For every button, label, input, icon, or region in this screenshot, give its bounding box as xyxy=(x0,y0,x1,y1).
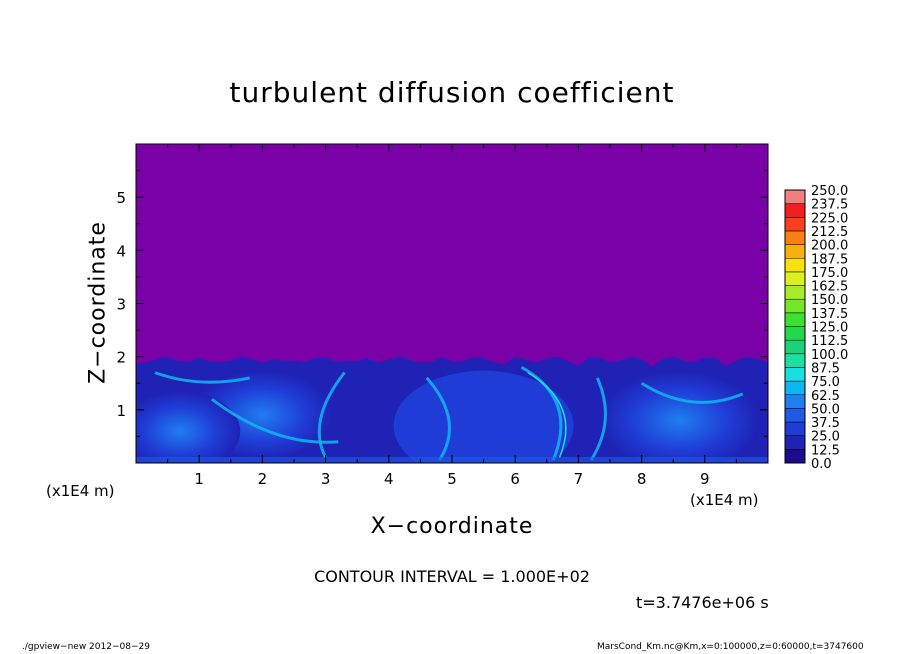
x-tick-label: 3 xyxy=(321,470,331,488)
colorbar-swatch xyxy=(784,367,806,382)
y-tick-label: 5 xyxy=(116,189,126,207)
colorbar-label: 50.0 xyxy=(811,402,840,417)
colorbar-label: 100.0 xyxy=(811,348,848,363)
colorbar-swatch xyxy=(784,435,806,450)
colorbar-label: 87.5 xyxy=(811,361,840,376)
x-tick-label: 6 xyxy=(510,470,520,488)
colorbar-swatch xyxy=(784,394,806,409)
turbulent-streak xyxy=(589,377,607,462)
y-tick-label: 1 xyxy=(116,402,126,420)
colorbar-label: 225.0 xyxy=(811,211,848,226)
x-tick-label: 5 xyxy=(447,470,457,488)
colorbar-swatch xyxy=(784,230,806,245)
colorbar-label: 0.0 xyxy=(811,457,832,472)
x-unit-label: (x1E4 m) xyxy=(690,491,759,509)
turbulent-streak xyxy=(317,371,346,459)
colorbar-swatch xyxy=(784,189,806,204)
colorbar-swatch xyxy=(784,203,806,218)
colorbar-label: 250.0 xyxy=(811,184,848,199)
colorbar-swatch xyxy=(784,380,806,396)
heatmap-field xyxy=(136,144,768,463)
turbulent-structures xyxy=(136,365,768,463)
x-axis-label: X−coordinate xyxy=(370,514,534,539)
colorbar-swatch xyxy=(784,285,806,300)
eddy xyxy=(136,391,241,463)
eddy xyxy=(599,370,760,463)
colorbar-label: 187.5 xyxy=(811,252,848,267)
colorbar-border xyxy=(784,189,806,464)
footer-left: ./gpview−new 2012−08−29 xyxy=(22,642,150,652)
colorbar-label: 175.0 xyxy=(811,266,848,281)
z-unit-label: (x1E4 m) xyxy=(46,482,115,500)
colorbar: 0.012.525.037.550.062.575.087.5100.0112.… xyxy=(784,184,848,472)
colorbar-swatch xyxy=(784,449,806,464)
colorbar-label: 237.5 xyxy=(811,198,848,213)
colorbar-swatch xyxy=(784,217,806,232)
colorbar-label: 37.5 xyxy=(811,416,840,431)
colorbar-label: 200.0 xyxy=(811,239,848,254)
colorbar-label: 212.5 xyxy=(811,225,848,240)
colorbar-label: 12.5 xyxy=(811,443,840,458)
colorbar-label: 75.0 xyxy=(811,375,840,390)
colorbar-swatch xyxy=(784,298,806,314)
turbulent-streak xyxy=(154,371,251,384)
colorbar-label: 25.0 xyxy=(811,430,840,445)
chart-title: turbulent diffusion coefficient xyxy=(229,76,675,109)
y-tick-label: 4 xyxy=(116,242,126,260)
contour-interval-label: CONTOUR INTERVAL = 1.000E+02 xyxy=(314,567,590,586)
turbulent-streak xyxy=(425,376,451,462)
x-tick-label: 2 xyxy=(258,470,268,488)
x-tick-label: 8 xyxy=(637,470,647,488)
x-tick-label: 9 xyxy=(700,470,710,488)
colorbar-swatch xyxy=(784,244,806,259)
x-tick-label: 7 xyxy=(574,470,584,488)
colorbar-label: 150.0 xyxy=(811,293,848,308)
colorbar-label: 125.0 xyxy=(811,321,848,336)
colorbar-label: 112.5 xyxy=(811,334,848,349)
y-tick-label: 2 xyxy=(116,349,126,367)
y-tick-label: 3 xyxy=(116,296,126,314)
turbulent-streak xyxy=(640,381,744,404)
turbulent-streak xyxy=(210,398,339,444)
colorbar-swatch xyxy=(784,312,806,327)
colorbar-label: 162.5 xyxy=(811,280,848,295)
colorbar-label: 137.5 xyxy=(811,307,848,322)
colorbar-swatch xyxy=(784,339,806,355)
colorbar-swatch xyxy=(784,326,806,341)
colorbar-swatch xyxy=(784,353,806,368)
x-tick-label: 1 xyxy=(194,470,204,488)
axis-ticks: 1 2 3 4 5 6 7 8 9 1 2 3 4 5 xyxy=(116,144,768,488)
colorbar-label: 62.5 xyxy=(811,389,840,404)
turbulent-streak xyxy=(520,365,563,461)
turbulent-streak xyxy=(527,371,567,458)
colorbar-swatch xyxy=(784,408,806,423)
y-axis-label: Z−coordinate xyxy=(85,221,111,384)
colorbar-swatch xyxy=(784,271,806,286)
x-tick-label: 4 xyxy=(384,470,394,488)
eddy xyxy=(393,370,574,463)
footer-right: MarsCond_Km.nc@Km,x=0:100000,z=0:60000,t… xyxy=(597,642,864,652)
colorbar-swatch xyxy=(784,421,806,436)
time-label: t=3.7476e+06 s xyxy=(636,593,769,612)
colorbar-swatch xyxy=(784,258,806,273)
